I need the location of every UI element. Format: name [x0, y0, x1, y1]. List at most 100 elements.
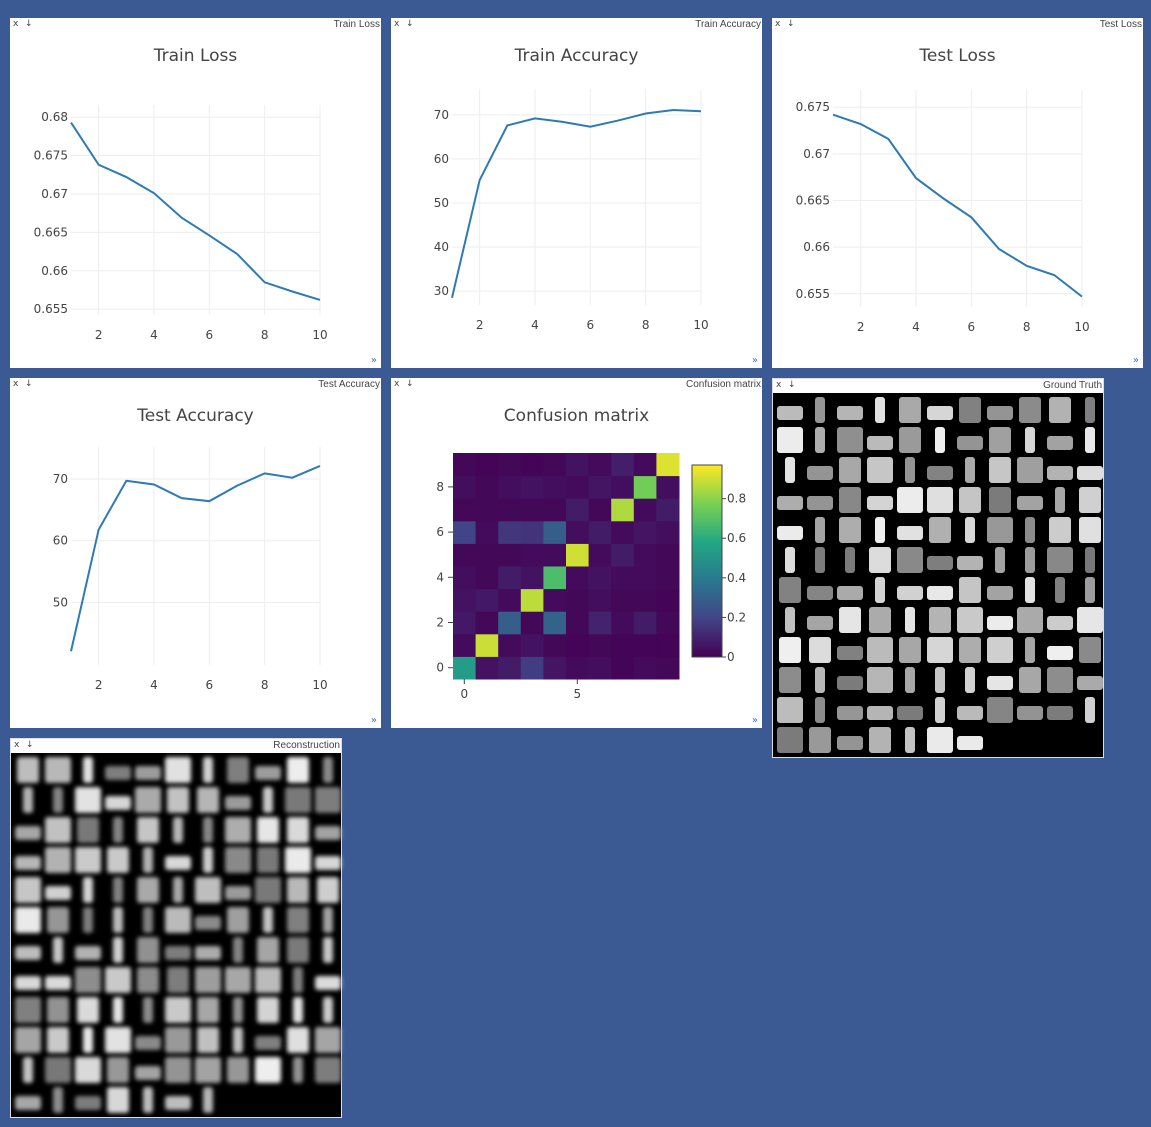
image-thumbnail — [869, 607, 891, 633]
image-thumbnail — [105, 766, 131, 780]
image-thumbnail — [165, 856, 191, 870]
x-tick-label: 6 — [968, 320, 976, 334]
heatmap-cell — [566, 520, 590, 544]
colorbar — [691, 464, 723, 658]
download-icon[interactable]: ↓ — [25, 19, 33, 29]
y-tick-label: 0.675 — [34, 149, 68, 163]
close-icon[interactable]: x — [394, 379, 400, 389]
image-thumbnail — [779, 577, 801, 603]
image-thumbnail — [195, 946, 221, 960]
x-tick-label: 10 — [312, 678, 327, 692]
image-thumbnail — [935, 697, 945, 723]
x-tick-label: 0 — [460, 687, 468, 701]
image-thumbnail — [83, 907, 93, 933]
image-thumbnail — [875, 397, 885, 423]
close-icon[interactable]: x — [13, 379, 19, 389]
download-icon[interactable]: ↓ — [406, 379, 414, 389]
heatmap-cell — [656, 498, 680, 522]
expand-icon[interactable]: » — [751, 715, 758, 726]
image-thumbnail — [293, 997, 303, 1023]
download-icon[interactable]: ↓ — [787, 19, 795, 29]
test-loss-chart[interactable]: 0.655 0.66 0.665 0.67 0.675 2 4 6 8 10 — [772, 18, 1143, 368]
image-thumbnail — [779, 637, 801, 663]
heatmap-cell — [543, 588, 567, 612]
heatmap-cell — [520, 611, 544, 635]
heatmap-cell — [475, 633, 499, 657]
train-accuracy-chart[interactable]: 30 40 50 60 70 2 4 6 8 10 — [391, 18, 762, 368]
x-tick-label: 2 — [95, 328, 103, 342]
test-accuracy-chart[interactable]: 50 60 70 2 4 6 8 10 — [10, 378, 381, 728]
image-thumbnail — [905, 607, 915, 633]
image-thumbnail — [315, 976, 341, 990]
y-tick-label: 30 — [434, 284, 449, 298]
image-thumbnail — [107, 1057, 129, 1083]
image-thumbnail — [15, 877, 41, 903]
close-icon[interactable]: x — [13, 19, 19, 29]
download-icon[interactable]: ↓ — [26, 740, 34, 750]
image-thumbnail — [203, 1087, 213, 1113]
image-thumbnail — [77, 997, 99, 1023]
image-thumbnail — [287, 757, 309, 783]
image-thumbnail — [897, 706, 923, 720]
image-thumbnail — [897, 526, 923, 540]
image-thumbnail — [837, 706, 863, 720]
image-thumbnail — [959, 487, 981, 513]
expand-icon[interactable]: » — [1132, 355, 1139, 366]
image-thumbnail — [897, 487, 923, 513]
heatmap-cell — [633, 611, 657, 635]
close-icon[interactable]: x — [14, 740, 20, 750]
image-thumbnail — [323, 997, 333, 1023]
image-thumbnail — [285, 847, 311, 873]
heatmap-cell — [566, 611, 590, 635]
image-thumbnail — [75, 967, 101, 993]
train-loss-chart[interactable]: 0.655 0.66 0.665 0.67 0.675 0.68 2 4 6 8 10 — [10, 18, 381, 368]
y-tick-label: 40 — [434, 240, 449, 254]
image-thumbnail — [135, 766, 161, 780]
image-thumbnail — [1047, 466, 1073, 480]
image-thumbnail — [17, 757, 39, 783]
image-thumbnail — [315, 787, 341, 813]
image-thumbnail — [165, 1027, 191, 1053]
download-icon[interactable]: ↓ — [788, 380, 796, 390]
image-thumbnail — [1019, 397, 1041, 423]
download-icon[interactable]: ↓ — [406, 19, 414, 29]
image-thumbnail — [15, 826, 41, 840]
confusion-heatmap[interactable]: 0 2 4 6 8 0 5 0 0.2 0.4 0.6 0.8 — [391, 378, 762, 728]
image-thumbnail — [1047, 436, 1073, 450]
expand-icon[interactable]: » — [370, 355, 377, 366]
image-thumbnail — [957, 556, 983, 570]
confusion-matrix-window: x ↓ Confusion matrix Confusion matrix 0 2… — [391, 378, 762, 728]
image-thumbnail — [779, 667, 801, 693]
image-thumbnail — [165, 1096, 191, 1110]
image-thumbnail — [225, 847, 251, 873]
expand-icon[interactable]: » — [751, 355, 758, 366]
heatmap-cell — [611, 543, 635, 567]
image-thumbnail — [987, 406, 1013, 420]
close-icon[interactable]: x — [775, 19, 781, 29]
image-thumbnail — [197, 787, 219, 813]
heatmap-cell — [520, 453, 544, 477]
image-thumbnail — [1025, 427, 1035, 453]
series-line — [70, 121, 321, 301]
image-thumbnail — [987, 697, 1013, 723]
heatmap-cell — [520, 656, 544, 680]
window-bar: x ↓ Reconstruction — [11, 739, 341, 753]
close-icon[interactable]: x — [776, 380, 782, 390]
heatmap-cell — [611, 453, 635, 477]
download-icon[interactable]: ↓ — [25, 379, 33, 389]
image-thumbnail — [929, 607, 951, 633]
image-thumbnail — [195, 916, 221, 930]
image-thumbnail — [1017, 607, 1043, 633]
close-icon[interactable]: x — [394, 19, 400, 29]
x-tick-label: 2 — [857, 320, 865, 334]
heatmap-cell — [611, 475, 635, 499]
heatmap-cell — [475, 475, 499, 499]
y-tick-label: 50 — [53, 595, 68, 609]
expand-icon[interactable]: » — [370, 715, 377, 726]
image-thumbnail — [257, 937, 279, 963]
heatmap-cell — [611, 633, 635, 657]
image-thumbnail — [45, 886, 71, 900]
x-tick-label: 6 — [206, 678, 214, 692]
image-thumbnail — [113, 877, 123, 903]
image-thumbnail — [203, 757, 213, 783]
